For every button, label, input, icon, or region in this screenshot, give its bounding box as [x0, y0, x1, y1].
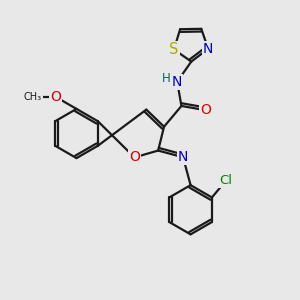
Text: H: H	[161, 72, 170, 85]
Text: O: O	[50, 90, 61, 104]
Text: Cl: Cl	[219, 174, 232, 188]
Text: N: N	[203, 42, 213, 56]
Text: N: N	[178, 150, 188, 164]
Text: S: S	[169, 42, 178, 57]
Text: O: O	[200, 103, 211, 117]
Text: CH₃: CH₃	[24, 92, 42, 102]
Text: O: O	[129, 150, 140, 164]
Text: N: N	[172, 75, 182, 89]
